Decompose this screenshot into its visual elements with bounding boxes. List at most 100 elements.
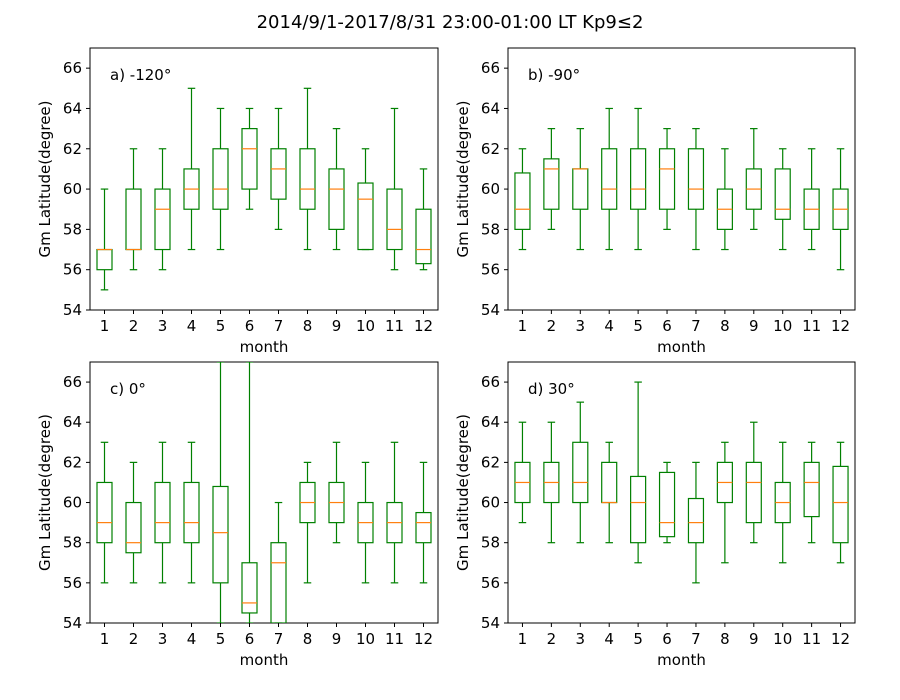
panel-d-box-6	[658, 461, 676, 544]
panel-d-box-9-iqr	[745, 461, 762, 524]
panel-a-xtick-label-9: 9	[332, 317, 342, 335]
panel-c-xtick-label-3: 3	[158, 630, 168, 648]
panel-a-xtick-label-1: 1	[100, 317, 110, 335]
panel-d-ytick-label-62: 62	[481, 453, 500, 471]
panel-c-label: c) 0°	[110, 380, 146, 398]
panel-b-ytick-label-58: 58	[481, 220, 500, 238]
panel-b-ylabel: Gm Latitude(degree)	[454, 100, 472, 257]
panel-b-box-10-iqr	[774, 168, 791, 220]
panel-b-xtick-label-2: 2	[547, 317, 557, 335]
panel-d-xtick-label-11: 11	[802, 630, 821, 648]
panel-c-xtick-label-10: 10	[356, 630, 375, 648]
panel-b-xtick-label-5: 5	[633, 317, 643, 335]
panel-a-box-11-iqr	[386, 188, 403, 251]
panel-c-box-6	[241, 362, 258, 623]
panel-b-box-1-iqr	[514, 172, 531, 230]
panel-b-box-6	[658, 128, 676, 230]
panel-a-xtick-label-2: 2	[129, 317, 139, 335]
panel-a-box-6-iqr	[241, 128, 258, 190]
panel-d-box-1	[514, 421, 531, 524]
panel-d-box-6-iqr	[658, 471, 676, 538]
panel-c-xtick-label-4: 4	[187, 630, 197, 648]
panel-b-xtick-label-11: 11	[802, 317, 821, 335]
panel-b-box-10	[774, 148, 791, 251]
panel-a-xtick-label-5: 5	[216, 317, 226, 335]
panel-a-xtick-label-10: 10	[356, 317, 375, 335]
panel-b-label: b) -90°	[528, 66, 580, 84]
panel-b-ytick-label-54: 54	[481, 301, 500, 319]
panel-b-ytick-label-66: 66	[481, 59, 500, 77]
panel-d-xtick-label-1: 1	[518, 630, 528, 648]
panel-c-xtick-label-12: 12	[414, 630, 433, 648]
panel-d-xtick-label-2: 2	[547, 630, 557, 648]
panel-d-box-5	[630, 381, 647, 564]
panel-c-box-6-iqr	[241, 562, 258, 614]
panel-a-box-2-iqr	[125, 188, 142, 251]
panel-b-box-2	[543, 128, 560, 230]
panel-a-xtick-label-6: 6	[245, 317, 255, 335]
panel-d-box-4	[601, 441, 618, 544]
panel-c-box-7-iqr	[270, 542, 287, 623]
panel-b-xtick-label-6: 6	[662, 317, 672, 335]
panel-c-boxes	[96, 362, 432, 623]
panel-d-frame	[507, 361, 856, 624]
panel-b-xtick-label-12: 12	[831, 317, 850, 335]
panel-d-box-12	[832, 441, 849, 564]
panel-b-box-4	[601, 107, 618, 251]
panel-a-ytick-label-54: 54	[63, 301, 82, 319]
panel-c-ytick-label-64: 64	[63, 413, 82, 431]
panel-c-ytick-label-60: 60	[63, 494, 82, 512]
panel-b-box-11	[803, 148, 820, 251]
panel-d-ytick-label-58: 58	[481, 534, 500, 552]
panel-c-box-3	[154, 441, 171, 584]
panel-c-box-4	[183, 441, 200, 584]
panel-b-box-8	[716, 148, 733, 251]
panel-b-xtick-label-8: 8	[720, 317, 730, 335]
panel-b-box-5	[630, 107, 647, 251]
panel-a-ytick-label-66: 66	[63, 59, 82, 77]
panel-b-box-3-iqr	[572, 168, 589, 210]
panel-c-xtick-label-5: 5	[216, 630, 226, 648]
panel-a-box-5-iqr	[212, 148, 229, 210]
panel-d-label: d) 30°	[528, 380, 575, 398]
panel-b-box-3	[572, 128, 589, 251]
panel-c-box-7	[270, 501, 287, 623]
panel-a-ytick-label-58: 58	[63, 220, 82, 238]
panel-c-xtick-label-2: 2	[129, 630, 139, 648]
panel-a-xtick-label-12: 12	[414, 317, 433, 335]
panel-a-box-10-iqr	[357, 182, 374, 251]
panel-d-box-4-iqr	[601, 461, 618, 504]
panel-a-xtick-label-8: 8	[303, 317, 313, 335]
panel-a-box-9	[328, 128, 345, 251]
panel-c-box-11	[386, 441, 403, 584]
panel-d-box-12-iqr	[832, 465, 849, 544]
panel-a-box-1-iqr	[96, 248, 113, 271]
panel-c-box-2-iqr	[125, 501, 142, 554]
panel-c-box-8	[299, 461, 316, 584]
panel-a-box-7	[270, 107, 287, 230]
panel-d-xtick-label-9: 9	[749, 630, 759, 648]
panel-a-box-1	[96, 188, 113, 291]
panel-a-box-8	[299, 87, 316, 251]
panel-d-xtick-label-7: 7	[691, 630, 701, 648]
panel-d-xlabel: month	[657, 651, 706, 669]
panel-b-box-5-iqr	[630, 148, 647, 210]
panel-d-box-3	[572, 401, 589, 544]
panel-c-box-12	[415, 461, 432, 584]
panel-c-ytick-label-66: 66	[63, 373, 82, 391]
panel-c-box-9	[328, 441, 345, 544]
panel-a-xtick-label-11: 11	[385, 317, 404, 335]
panel-d-xtick-label-6: 6	[662, 630, 672, 648]
panel-a-boxes	[96, 87, 432, 291]
panel-c-ytick-label-62: 62	[63, 453, 82, 471]
panel-d-xtick-label-10: 10	[773, 630, 792, 648]
panel-d-xtick-label-4: 4	[604, 630, 614, 648]
panel-a-ytick-label-60: 60	[63, 180, 82, 198]
panel-a-xtick-label-3: 3	[158, 317, 168, 335]
panel-d-box-5-iqr	[630, 475, 647, 544]
panel-c-xtick-label-1: 1	[100, 630, 110, 648]
